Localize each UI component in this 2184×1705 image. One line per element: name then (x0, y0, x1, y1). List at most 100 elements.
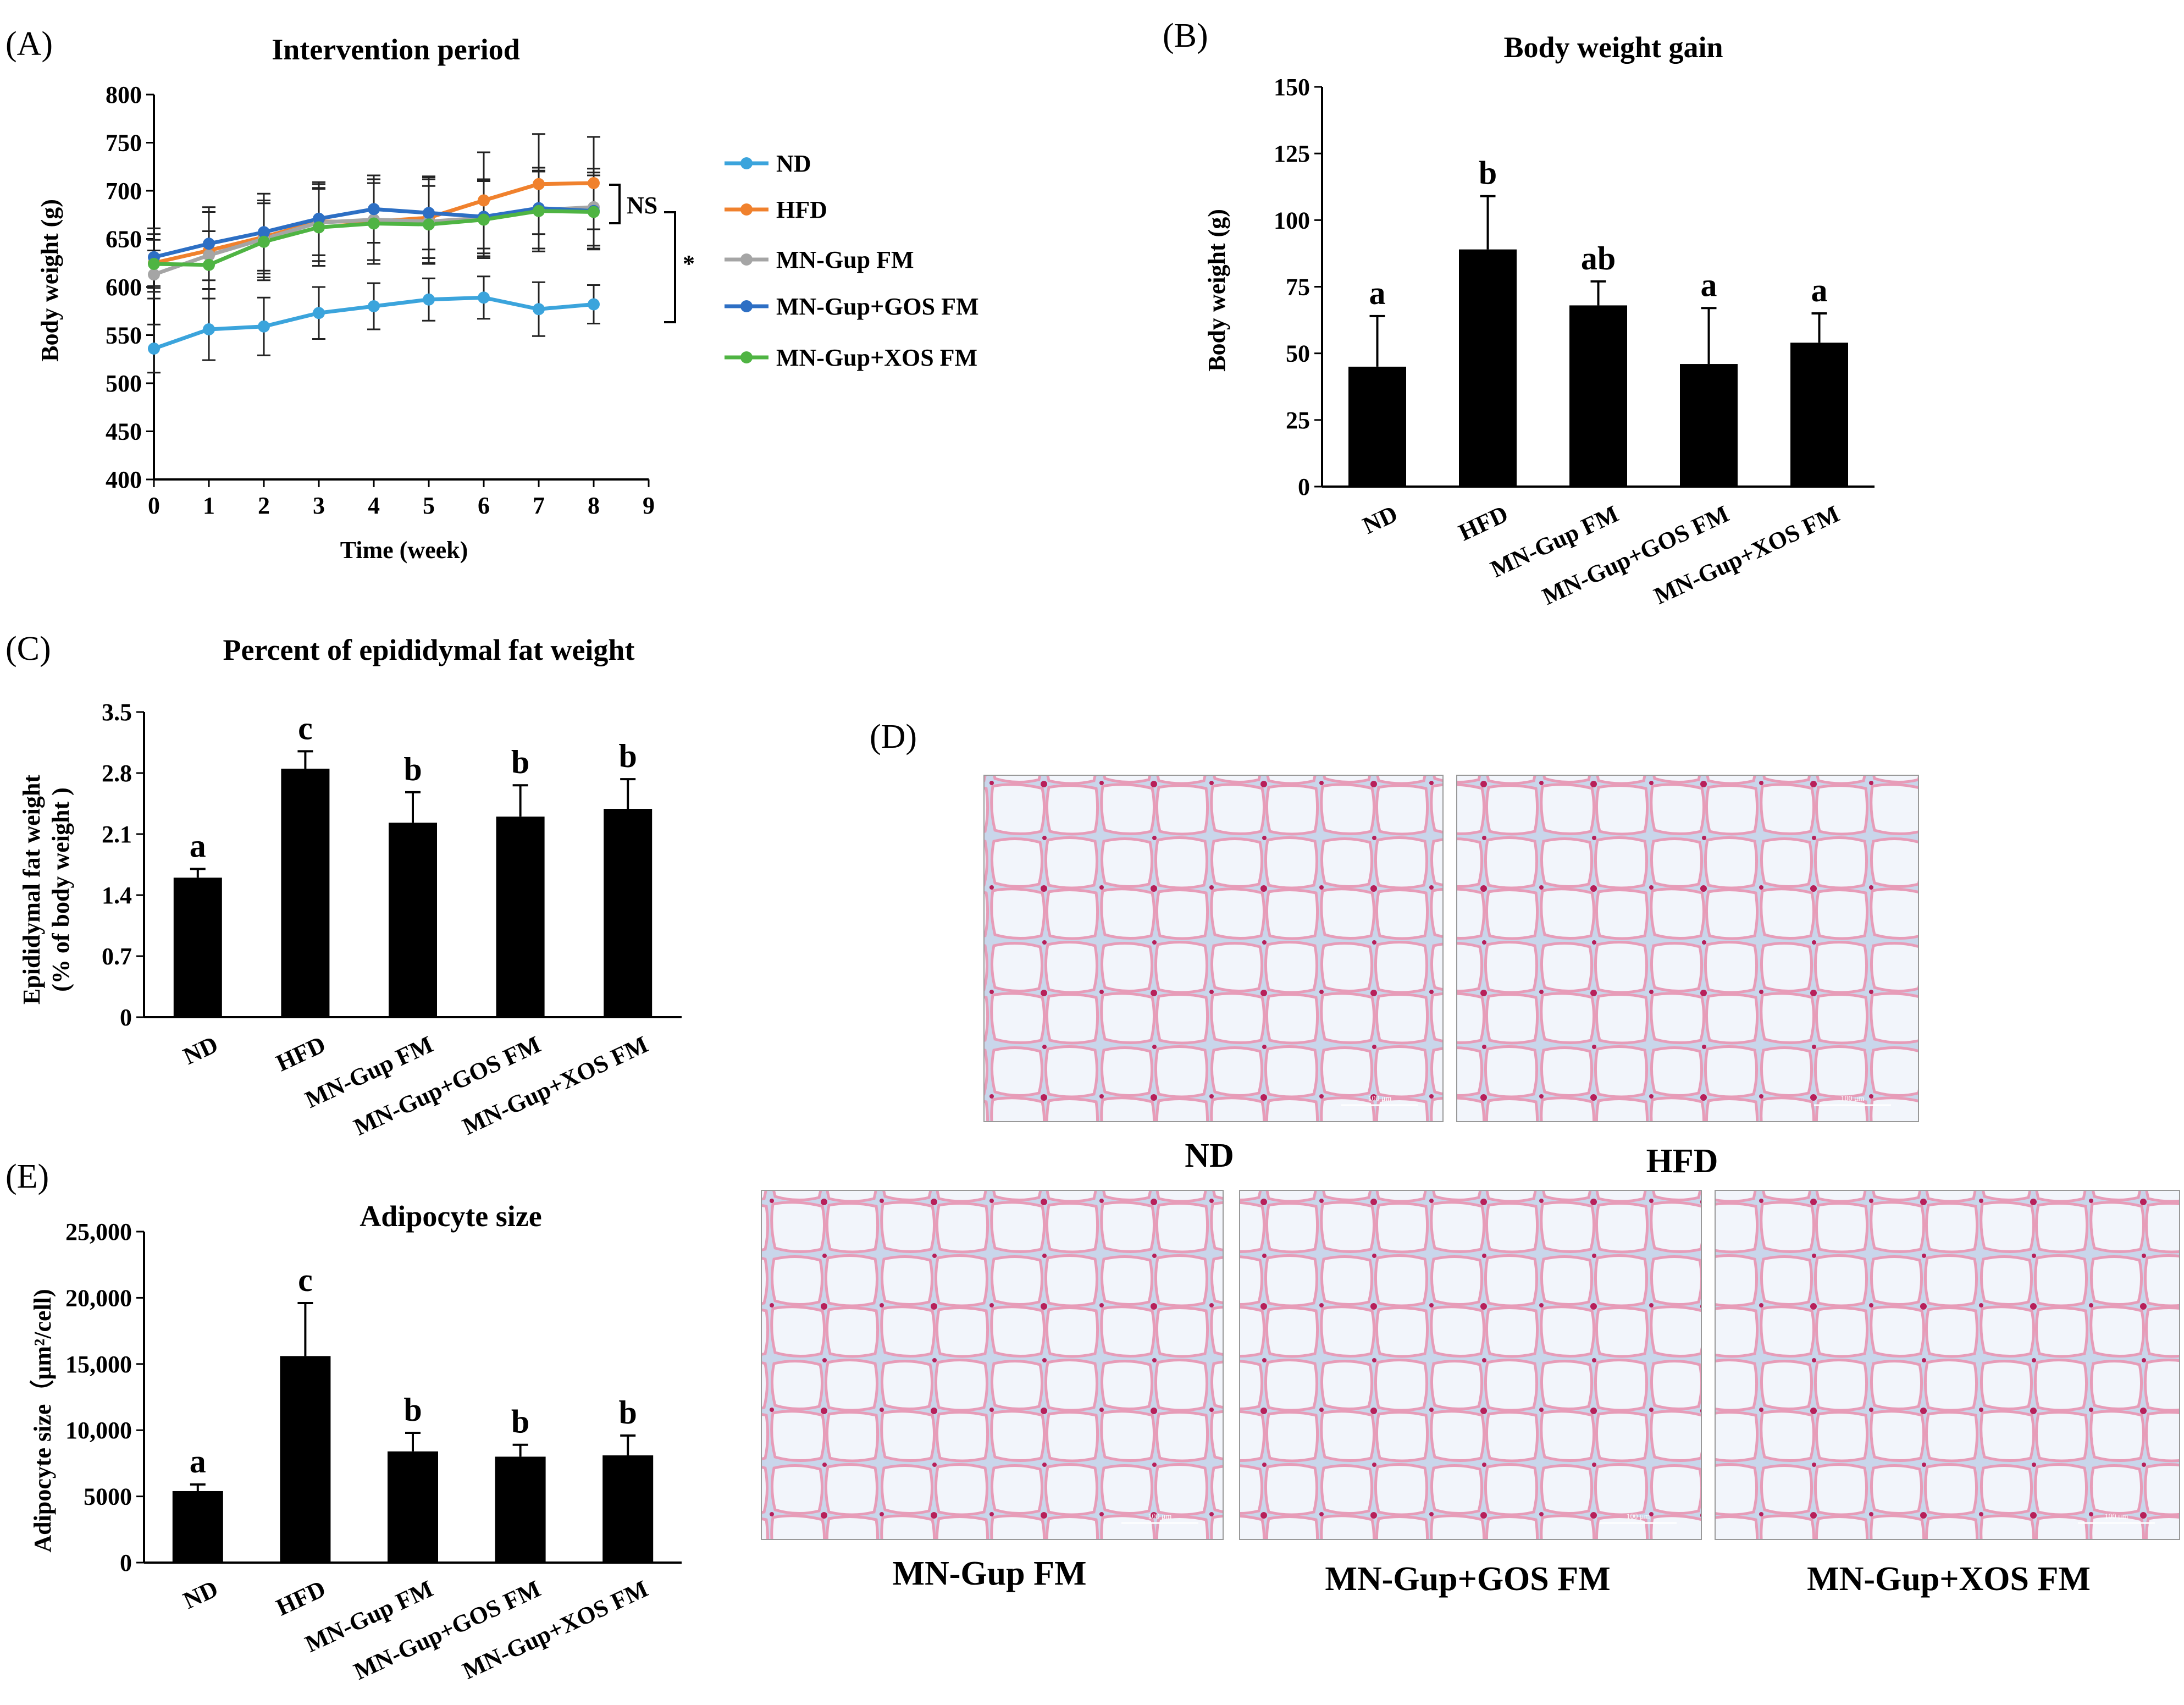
bar-hfd (280, 1356, 331, 1563)
bar-nd (1348, 366, 1406, 487)
panel-c-y-axis-title-2: (% of body weight ) (47, 787, 74, 992)
panel-c-title: Percent of epididymal fat weight (223, 633, 635, 666)
y-tick-label: 5000 (84, 1483, 132, 1510)
data-point-mn-gup-xos-fm (258, 235, 270, 248)
significance-label-nd: a (190, 1443, 206, 1480)
legend-label-nd: ND (776, 150, 811, 177)
category-label-nd: ND (1358, 500, 1401, 539)
y-tick-label: 25 (1286, 407, 1310, 434)
x-tick-label: 3 (313, 492, 325, 519)
legend-label-mn-gup-gos-fm: MN-Gup+GOS FM (776, 293, 979, 320)
panel-a-significance-bracket: * (664, 211, 695, 323)
data-point-mn-gup-xos-fm (148, 258, 160, 270)
y-tick-label: 450 (106, 418, 142, 445)
y-tick-label: 100 (1274, 207, 1310, 234)
legend-label-mn-gup-xos-fm: MN-Gup+XOS FM (776, 344, 977, 371)
bar-hfd (281, 769, 330, 1017)
image-label-hfd: HFD (1646, 1143, 1718, 1180)
significance-label-mn-gup-xos-fm: b (619, 738, 637, 774)
bar-nd (172, 1491, 223, 1563)
panel-b-y-axis-title: Body weight (g) (1203, 209, 1230, 372)
bar-mn-gup-gos-fm (496, 816, 545, 1017)
panel-e-y-axis-title: Adipocyte size（μm²/cell) (29, 1289, 56, 1552)
panel-e-title: Adipocyte size (360, 1200, 541, 1233)
data-point-nd (258, 320, 270, 333)
y-tick-label: 2.1 (102, 821, 132, 848)
data-point-hfd (478, 194, 490, 207)
data-point-nd (148, 343, 160, 355)
legend-label-mn-gup-fm: MN-Gup FM (776, 246, 914, 273)
y-tick-label: 2.8 (102, 760, 132, 787)
panel-b-letter: (B) (1163, 17, 1208, 54)
legend-label-hfd: HFD (776, 196, 827, 223)
panel-c-bar-chart: (C) Percent of epididymal fat weight Epi… (5, 630, 682, 1141)
legend-marker-mn-gup-fm (740, 253, 753, 266)
panel-a-x-axis-title: Time (week) (340, 537, 468, 564)
significance-label-mn-gup-fm: ab (1581, 240, 1616, 277)
data-point-mn-gup-xos-fm (588, 206, 600, 218)
y-tick-label: 0 (1298, 473, 1310, 500)
y-tick-label: 50 (1286, 340, 1310, 367)
bar-mn-gup-fm (389, 823, 437, 1017)
data-point-nd (533, 303, 545, 316)
significance-label-nd: a (190, 827, 206, 864)
panel-a-x-ticks: 0 1 2 3 4 5 6 7 8 9 (148, 479, 655, 519)
panel-a-legend: ND HFD MN-Gup FM MN-Gup+GOS FM MN-Gup+XOS FM (725, 150, 979, 371)
histology-image-mn-gup-gos-fm: 100 μm (1239, 1190, 1702, 1540)
bar-nd (173, 878, 222, 1017)
category-label-hfd: HFD (1455, 500, 1512, 547)
x-tick-label: 4 (368, 492, 380, 519)
panel-a-line-chart: (A) Intervention period Body weight (g) … (5, 25, 979, 564)
category-label-mn-gup-xos-fm: MN-Gup+XOS FM (458, 1031, 652, 1140)
panel-b-title: Body weight gain (1503, 31, 1723, 64)
category-label-nd: ND (179, 1575, 222, 1614)
x-tick-label: 5 (423, 492, 435, 519)
data-point-nd (313, 307, 325, 319)
bar-hfd (1459, 249, 1517, 487)
data-point-mn-gup-xos-fm (423, 218, 435, 231)
x-tick-label: 7 (533, 492, 545, 519)
data-point-mn-gup-gos-fm (313, 212, 325, 225)
bar-mn-gup-gos-fm (495, 1456, 546, 1563)
histology-image-mn-gup-fm: 100 μm (761, 1190, 1224, 1540)
panel-b-bar-chart: (B) Body weight gain Body weight (g) 0 25… (1163, 17, 1875, 610)
data-point-nd (203, 323, 215, 335)
data-point-mn-gup-gos-fm (258, 226, 270, 239)
y-tick-label: 700 (106, 178, 142, 205)
data-point-mn-gup-xos-fm (203, 258, 215, 271)
image-label-mn-gup-fm: MN-Gup FM (892, 1555, 1086, 1592)
y-tick-label: 75 (1286, 274, 1310, 301)
panel-a-series-points (148, 177, 600, 355)
data-point-mn-gup-gos-fm (203, 238, 215, 250)
category-label-mn-gup-gos-fm: MN-Gup+GOS FM (1538, 500, 1733, 610)
x-tick-label: 9 (643, 492, 655, 519)
legend-marker-mn-gup-xos-fm (740, 351, 753, 363)
histology-image-mn-gup-xos-fm: 100 μm (1715, 1190, 2180, 1540)
significance-label-mn-gup-xos-fm: b (619, 1394, 637, 1431)
scale-bar-nd: 100 μm (1368, 1095, 1392, 1103)
significance-label-mn-gup-fm: b (403, 751, 422, 787)
y-tick-label: 550 (106, 322, 142, 349)
data-point-mn-gup-gos-fm (368, 203, 380, 216)
scale-bar-mn-gup-xos-fm: 100 μm (2105, 1513, 2128, 1521)
x-tick-label: 0 (148, 492, 160, 519)
significance-label-mn-gup-gos-fm: a (1701, 267, 1717, 303)
data-point-mn-gup-xos-fm (478, 213, 490, 226)
category-label-mn-gup-xos-fm: MN-Gup+XOS FM (458, 1575, 652, 1685)
panel-a-title: Intervention period (272, 33, 520, 66)
image-label-mn-gup-xos-fm: MN-Gup+XOS FM (1807, 1560, 2091, 1598)
x-tick-label: 6 (478, 492, 490, 519)
panel-e-letter: (E) (5, 1158, 49, 1195)
significance-label-mn-gup-fm: b (403, 1392, 422, 1428)
significance-label-hfd: c (298, 1262, 313, 1298)
y-tick-label: 10,000 (65, 1417, 132, 1444)
panel-a-ns-bracket: NS (609, 184, 657, 224)
y-tick-label: 0.7 (102, 943, 132, 970)
bar-mn-gup-fm (388, 1451, 438, 1563)
y-tick-label: 20,000 (65, 1284, 132, 1311)
category-label-mn-gup-xos-fm: MN-Gup+XOS FM (1650, 500, 1843, 610)
significance-label-mn-gup-gos-fm: b (511, 744, 529, 780)
bar-mn-gup-fm (1569, 305, 1627, 487)
data-point-mn-gup-gos-fm (423, 207, 435, 219)
scale-bar-mn-gup-gos-fm: 100 μm (1627, 1513, 1650, 1521)
